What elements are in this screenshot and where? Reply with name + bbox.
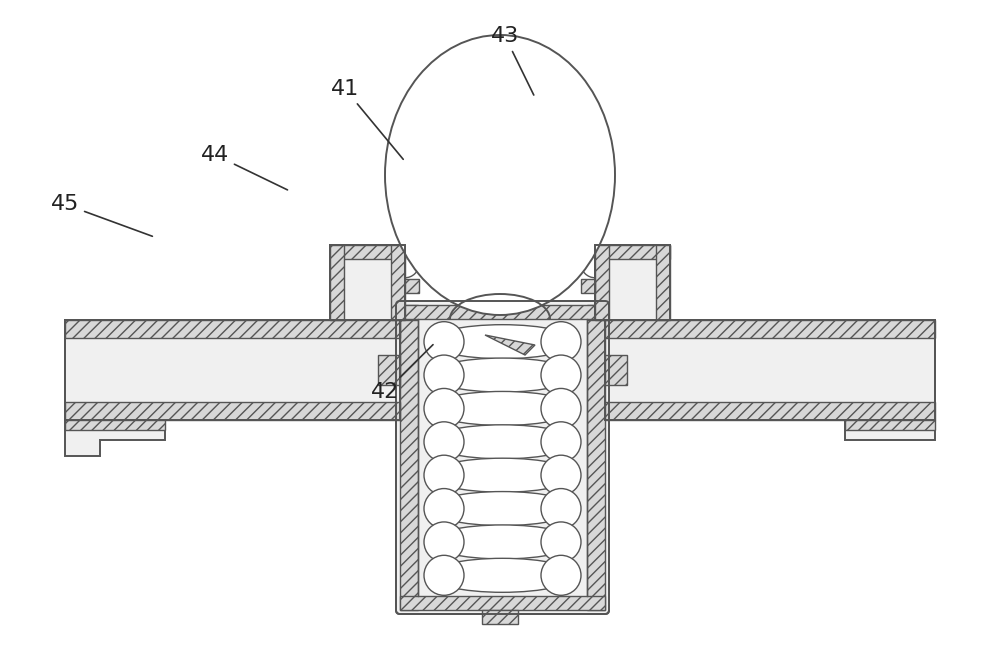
Polygon shape bbox=[587, 305, 605, 610]
Polygon shape bbox=[605, 320, 935, 420]
Ellipse shape bbox=[429, 492, 576, 526]
Circle shape bbox=[541, 556, 581, 595]
Polygon shape bbox=[330, 245, 344, 320]
Polygon shape bbox=[378, 355, 400, 385]
Polygon shape bbox=[65, 320, 400, 338]
Circle shape bbox=[424, 522, 464, 562]
Polygon shape bbox=[400, 305, 418, 610]
Polygon shape bbox=[330, 245, 405, 259]
Polygon shape bbox=[65, 402, 400, 420]
Polygon shape bbox=[595, 245, 670, 320]
FancyBboxPatch shape bbox=[396, 301, 609, 614]
Polygon shape bbox=[65, 320, 400, 420]
Text: 45: 45 bbox=[51, 194, 152, 237]
Circle shape bbox=[541, 522, 581, 562]
Ellipse shape bbox=[429, 391, 576, 426]
Circle shape bbox=[541, 388, 581, 428]
Polygon shape bbox=[605, 355, 627, 385]
Circle shape bbox=[424, 355, 464, 395]
Text: 41: 41 bbox=[331, 79, 403, 159]
Text: 43: 43 bbox=[491, 26, 534, 95]
Ellipse shape bbox=[429, 558, 576, 592]
Circle shape bbox=[424, 556, 464, 595]
Polygon shape bbox=[400, 305, 605, 319]
Circle shape bbox=[424, 455, 464, 495]
Polygon shape bbox=[845, 420, 935, 440]
Polygon shape bbox=[595, 245, 609, 320]
Circle shape bbox=[424, 488, 464, 529]
Polygon shape bbox=[656, 245, 670, 320]
Circle shape bbox=[541, 355, 581, 395]
Polygon shape bbox=[581, 279, 595, 293]
Ellipse shape bbox=[429, 325, 576, 358]
Polygon shape bbox=[595, 245, 670, 259]
Text: 42: 42 bbox=[371, 345, 433, 402]
Polygon shape bbox=[330, 245, 405, 320]
Ellipse shape bbox=[385, 35, 615, 315]
Circle shape bbox=[424, 388, 464, 428]
Circle shape bbox=[541, 455, 581, 495]
Circle shape bbox=[541, 322, 581, 362]
Bar bbox=[482, 610, 518, 624]
Ellipse shape bbox=[429, 425, 576, 459]
Circle shape bbox=[541, 422, 581, 462]
Polygon shape bbox=[845, 420, 935, 430]
Polygon shape bbox=[400, 596, 605, 610]
Polygon shape bbox=[65, 420, 165, 430]
Polygon shape bbox=[391, 245, 405, 320]
Text: 44: 44 bbox=[201, 145, 287, 190]
Circle shape bbox=[541, 488, 581, 529]
Circle shape bbox=[424, 322, 464, 362]
Ellipse shape bbox=[429, 525, 576, 559]
Ellipse shape bbox=[429, 458, 576, 492]
Polygon shape bbox=[485, 335, 535, 355]
Polygon shape bbox=[605, 402, 935, 420]
Ellipse shape bbox=[429, 358, 576, 392]
Polygon shape bbox=[65, 420, 165, 456]
Polygon shape bbox=[605, 320, 935, 338]
Polygon shape bbox=[405, 279, 419, 293]
Circle shape bbox=[424, 422, 464, 462]
